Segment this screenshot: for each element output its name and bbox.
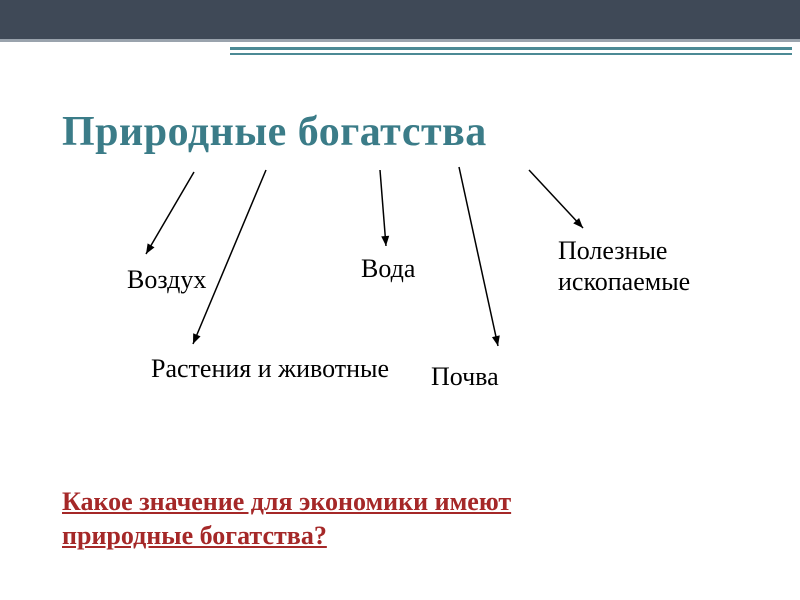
- node-plants: Растения и животные: [151, 354, 389, 384]
- node-water: Вода: [361, 254, 415, 284]
- question-line1: Какое значение для экономики имеют: [62, 487, 511, 516]
- node-minerals-label: Полезные ископаемые: [558, 236, 690, 296]
- page-title: Природные богатства: [62, 108, 487, 156]
- node-air: Воздух: [127, 265, 206, 295]
- accent-lines: [230, 47, 792, 57]
- node-minerals: Полезные ископаемые: [558, 235, 690, 297]
- question-line2: природные богатства?: [62, 521, 327, 550]
- question-text: Какое значение для экономики имеют приро…: [62, 485, 511, 553]
- header-bar: [0, 0, 800, 42]
- node-soil: Почва: [431, 362, 499, 392]
